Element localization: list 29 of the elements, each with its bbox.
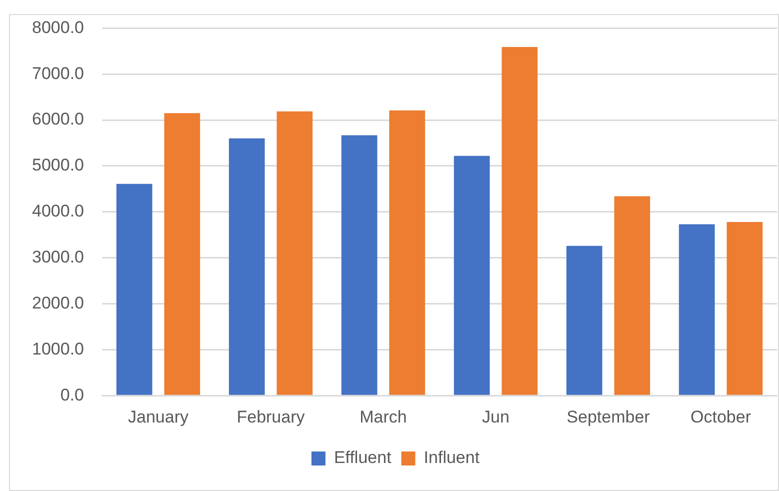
- y-tick-label: 8000.0: [32, 18, 84, 37]
- y-tick-label: 1000.0: [32, 339, 84, 358]
- y-tick-label: 3000.0: [32, 248, 84, 267]
- y-tick-label: 4000.0: [32, 202, 84, 221]
- y-tick-label: 2000.0: [32, 293, 84, 312]
- x-tick-label: September: [566, 407, 650, 426]
- bar: [389, 110, 426, 395]
- bar: [341, 135, 378, 395]
- x-tick-label: February: [236, 407, 306, 426]
- x-tick-label: October: [690, 407, 752, 426]
- bar: [116, 184, 152, 395]
- bar: [502, 47, 538, 395]
- y-tick-label: 5000.0: [32, 156, 84, 175]
- bar: [228, 138, 265, 395]
- y-tick-label: 6000.0: [32, 110, 84, 129]
- x-tick-label: January: [128, 407, 189, 426]
- y-tick-label: 7000.0: [32, 64, 84, 83]
- x-tick-label: Jun: [482, 407, 510, 426]
- y-tick-label: 0.0: [60, 385, 84, 404]
- bar: [164, 113, 200, 395]
- bar: [276, 111, 313, 395]
- bar: [614, 196, 650, 395]
- x-tick-label: March: [360, 407, 407, 426]
- bar: [678, 224, 715, 395]
- legend-label: Effluent: [334, 448, 392, 468]
- legend-label: Influent: [424, 448, 480, 468]
- bar: [454, 156, 490, 395]
- bar: [726, 222, 763, 395]
- bar: [566, 246, 602, 395]
